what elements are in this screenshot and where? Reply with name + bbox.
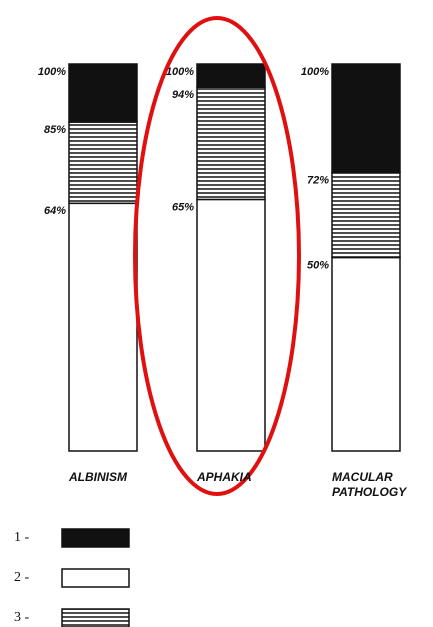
level-label: 100%: [301, 66, 329, 78]
category-label: ALBINISM: [69, 470, 127, 484]
bar-segment: [331, 63, 401, 174]
level-label: 64%: [44, 205, 66, 217]
legend-swatch: [61, 528, 130, 548]
level-label: 100%: [38, 66, 66, 78]
highlight-ellipse: [133, 16, 301, 496]
level-label: 65%: [172, 201, 194, 213]
bar-segment: [196, 198, 266, 452]
bar-segment: [331, 171, 401, 259]
bar-segment: [68, 121, 138, 205]
category-label: APHAKIA: [197, 470, 252, 484]
level-label: 50%: [307, 259, 329, 271]
category-label: MACULAR PATHOLOGY: [332, 470, 407, 499]
level-label: 72%: [307, 174, 329, 186]
legend-label: 3 -: [14, 610, 30, 625]
bar-segment: [68, 202, 138, 452]
legend-swatch: [61, 568, 130, 588]
bar-segment: [196, 63, 266, 88]
level-label: 94%: [172, 89, 194, 101]
legend-swatch: [61, 608, 130, 627]
bar-segment: [196, 86, 266, 201]
level-label: 85%: [44, 124, 66, 136]
legend-label: 2 -: [14, 570, 30, 585]
level-label: 100%: [166, 66, 194, 78]
bar-segment: [68, 63, 138, 123]
legend-label: 1 -: [14, 530, 30, 545]
bar-segment: [331, 256, 401, 452]
